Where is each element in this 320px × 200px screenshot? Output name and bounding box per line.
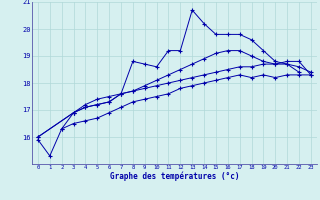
- X-axis label: Graphe des températures (°c): Graphe des températures (°c): [110, 172, 239, 181]
